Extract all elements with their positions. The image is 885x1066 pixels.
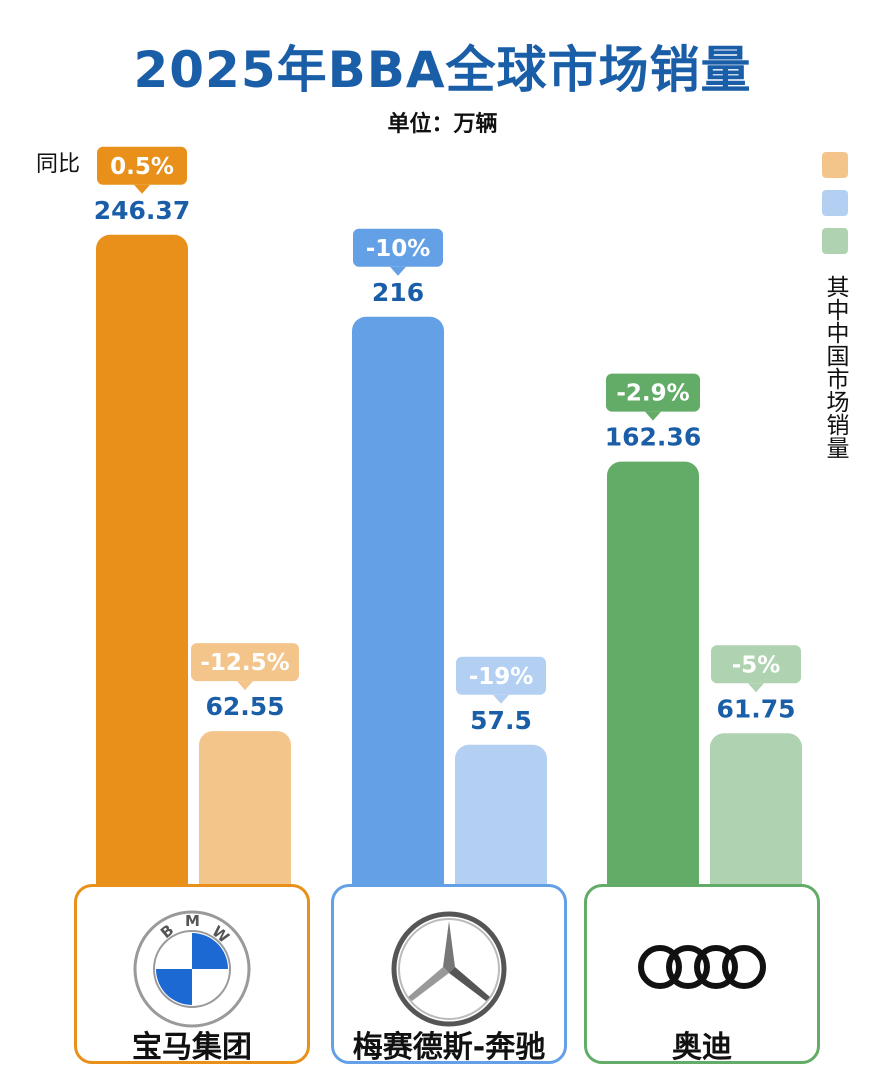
brand-name: 宝马集团 <box>132 1030 252 1065</box>
chart-title: 2025年BBA全球市场销量 <box>133 41 752 99</box>
bar-chart: 246.37 0.5% 62.55 -12.5% 216 -10% 57.5 -19% 162.… <box>94 146 802 920</box>
brand-name: 奥迪 <box>672 1030 732 1065</box>
bar-audi-china <box>710 733 802 920</box>
svg-text:-12.5%: -12.5% <box>200 650 289 676</box>
bar-mercedes-global <box>352 316 444 920</box>
value-label-audi-china: 61.75 <box>716 694 795 723</box>
brand-name: 梅赛德斯-奔驰 <box>352 1030 546 1065</box>
bar-mercedes-china <box>455 744 547 920</box>
value-label-audi-global: 162.36 <box>605 423 701 452</box>
yoy-badge-mercedes-global: -10% <box>353 228 443 276</box>
svg-text:-5%: -5% <box>732 652 781 678</box>
value-label-bmw-china: 62.55 <box>205 692 284 721</box>
value-label-mercedes-china: 57.5 <box>470 706 532 735</box>
legend-swatch-orange <box>822 152 848 178</box>
svg-text:-10%: -10% <box>366 236 431 262</box>
bmw-logo-icon: B M W <box>132 909 252 1033</box>
brand-card-mercedes: 梅赛德斯-奔驰 <box>331 884 567 1065</box>
bar-bmw-global <box>96 234 188 920</box>
svg-text:M: M <box>185 912 200 930</box>
bar-audi-global <box>607 461 699 920</box>
yoy-badge-audi-china: -5% <box>711 645 801 693</box>
value-label-mercedes-global: 216 <box>372 278 424 307</box>
bar-bmw-china <box>199 731 291 920</box>
legend-swatch-green <box>822 228 848 254</box>
mercedes-star-icon <box>389 909 509 1033</box>
audi-rings-icon <box>632 909 772 1033</box>
unit-label: 单位：万辆 <box>387 112 498 137</box>
yoy-badge-audi-global: -2.9% <box>606 373 700 421</box>
yoy-badge-bmw-china: -12.5% <box>191 643 299 691</box>
yoy-badge-mercedes-china: -19% <box>456 656 546 704</box>
brand-card-audi: 奥迪 <box>584 884 820 1065</box>
legend-swatch-blue <box>822 190 848 216</box>
yoy-label: 同比 <box>36 152 81 177</box>
brand-card-bmw: B M W 宝马集团 <box>74 884 310 1065</box>
svg-text:0.5%: 0.5% <box>110 154 174 180</box>
value-label-bmw-global: 246.37 <box>94 196 190 225</box>
legend-label: 其中中国市场销量 <box>822 275 848 459</box>
yoy-badge-bmw-global: 0.5% <box>97 146 187 194</box>
legend-swatches <box>822 152 848 266</box>
svg-text:-2.9%: -2.9% <box>616 381 689 407</box>
svg-text:-19%: -19% <box>469 664 534 690</box>
